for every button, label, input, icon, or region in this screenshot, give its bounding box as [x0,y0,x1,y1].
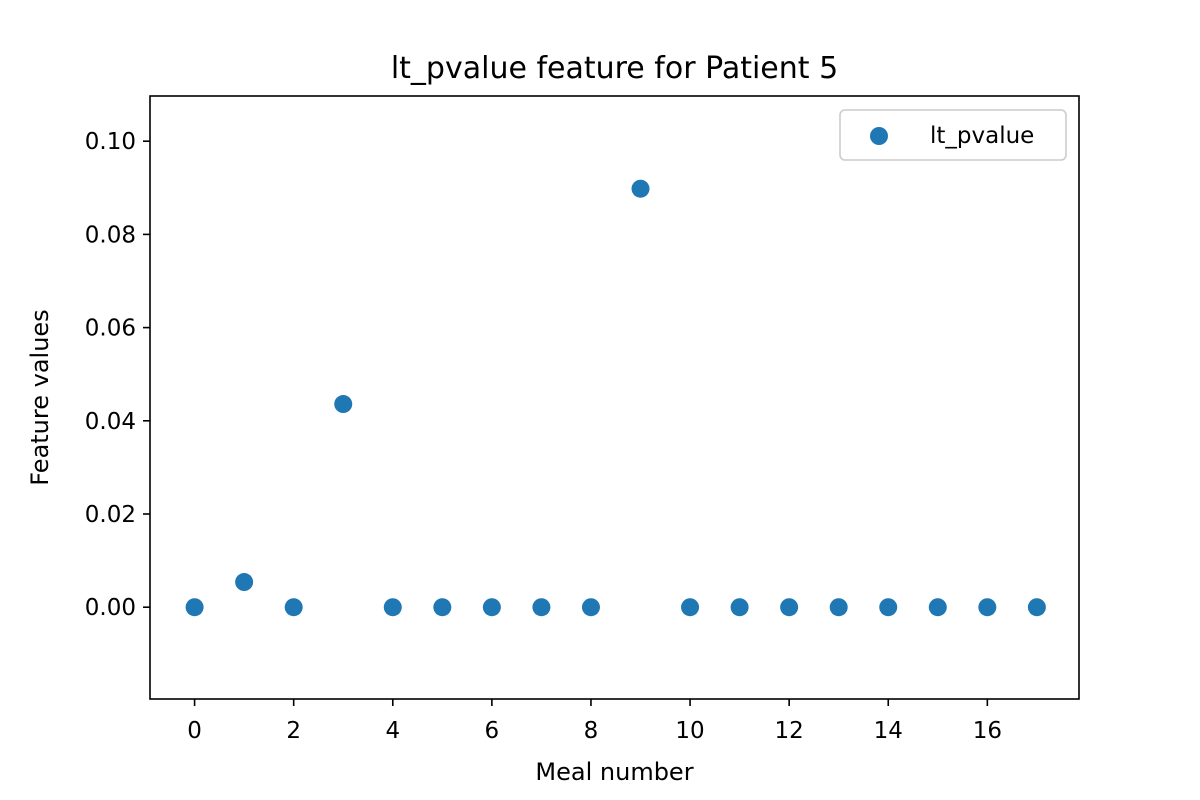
x-tick-label: 12 [775,718,804,744]
x-tick-label: 0 [187,718,202,744]
data-point [681,598,700,617]
x-tick-label: 4 [385,718,400,744]
y-tick-label: 0.00 [85,595,136,621]
data-point [879,598,898,617]
y-tick-label: 0.02 [85,502,136,528]
data-point [730,598,749,617]
x-tick-label: 16 [973,718,1002,744]
x-tick-label: 2 [286,718,301,744]
axes-frame [149,95,1080,700]
legend-frame [839,109,1067,161]
x-tick-label: 10 [675,718,704,744]
y-tick-label: 0.08 [85,222,136,248]
x-axis-label: Meal number [535,758,693,786]
chart-title: lt_pvalue feature for Patient 5 [391,51,838,86]
data-point [1027,598,1046,617]
x-tick-label: 8 [584,718,599,744]
x-axis-ticks: 0 2 4 6 8 10 12 14 16 [187,699,1002,744]
data-point [829,598,848,617]
data-point [581,598,600,617]
y-axis-label: Feature values [26,309,54,485]
data-point [780,598,799,617]
data-point [532,598,551,617]
y-axis-ticks: 0.00 0.02 0.04 0.06 0.08 0.10 [85,129,150,621]
y-tick-label: 0.10 [85,129,136,155]
data-point [185,598,204,617]
data-point [928,598,947,617]
data-point [284,598,303,617]
x-tick-label: 14 [874,718,903,744]
data-point [235,573,254,592]
y-tick-label: 0.06 [85,316,136,342]
data-point [334,395,353,414]
data-point [433,598,452,617]
data-point [631,179,650,198]
data-point [383,598,402,617]
legend: lt_pvalue [839,109,1067,161]
y-tick-label: 0.04 [85,409,136,435]
x-tick-label: 6 [485,718,500,744]
data-points [185,179,1046,617]
legend-label: lt_pvalue [930,123,1034,149]
legend-marker [870,127,888,145]
data-point [482,598,501,617]
data-point [978,598,997,617]
